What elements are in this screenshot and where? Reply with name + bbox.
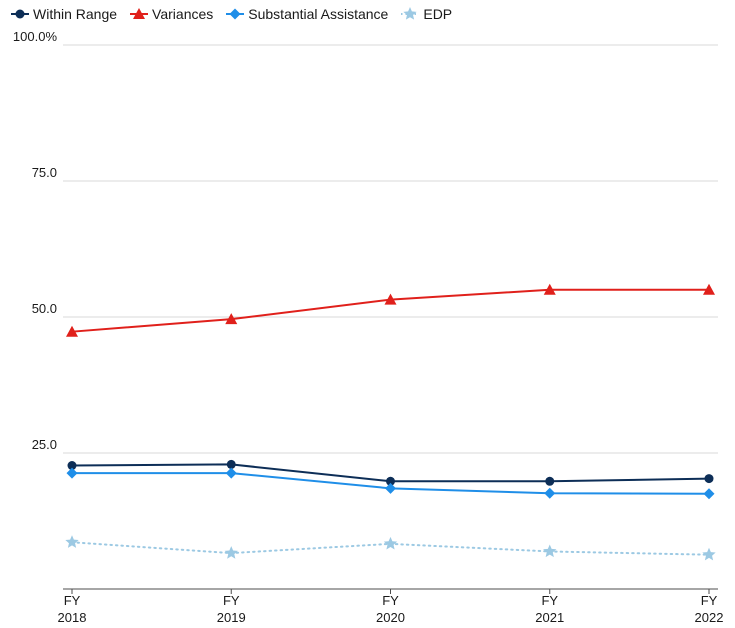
legend-item-within-range: Within Range [10, 6, 117, 22]
data-point-edp-3 [543, 544, 557, 558]
legend-swatch-substantial-assistance [226, 8, 245, 20]
y-tick-label-75-0: 75.0 [32, 165, 57, 180]
legend-swatch-edp [401, 7, 420, 20]
x-tick-label-fy-2022: FY 2022 [695, 593, 724, 625]
x-tick-label-fy-2019: FY 2019 [217, 593, 246, 625]
chart-legend: Within Range Variances Substantial Assista… [10, 4, 452, 24]
data-point-variances-1 [225, 313, 238, 325]
x-tick-label-fy-2020: FY 2020 [376, 593, 405, 625]
data-point-within-range-1 [226, 459, 236, 469]
x-tick-label-fy-2018: FY 2018 [58, 593, 87, 625]
data-point-variances-4 [703, 283, 715, 295]
legend-item-substantial-assistance: Substantial Assistance [225, 6, 388, 22]
legend-label-variances: Variances [152, 6, 214, 22]
data-point-edp-2 [383, 536, 398, 550]
legend-label-within-range: Within Range [33, 6, 118, 22]
data-point-substantial-assistance-3 [544, 487, 556, 499]
data-point-substantial-assistance-1 [225, 467, 237, 479]
data-point-substantial-assistance-4 [703, 488, 715, 500]
data-point-substantial-assistance-2 [385, 482, 396, 494]
data-point-within-range-3 [545, 476, 555, 486]
data-point-edp-1 [224, 546, 238, 559]
legend-label-edp: EDP [423, 6, 453, 22]
data-point-substantial-assistance-0 [66, 467, 78, 479]
y-tick-label-100-0: 100.0% [13, 29, 58, 44]
legend-label-substantial-assistance: Substantial Assistance [248, 6, 389, 22]
data-point-variances-2 [384, 293, 397, 305]
data-point-variances-0 [66, 325, 78, 337]
data-point-edp-4 [702, 547, 716, 561]
x-tick-label-fy-2021: FY 2021 [535, 593, 564, 625]
data-point-variances-3 [543, 283, 556, 295]
y-tick-label-25-0: 25.0 [32, 437, 57, 452]
data-point-within-range-0 [67, 461, 77, 471]
legend-swatch-within-range [11, 9, 29, 19]
data-point-within-range-2 [386, 476, 395, 486]
data-point-edp-0 [65, 535, 79, 548]
legend-item-edp: EDP [400, 6, 452, 22]
legend-item-variances: Variances [129, 6, 213, 22]
data-point-within-range-4 [704, 474, 714, 484]
y-tick-label-50-0: 50.0 [32, 301, 57, 316]
legend-swatch-variances [130, 8, 149, 19]
